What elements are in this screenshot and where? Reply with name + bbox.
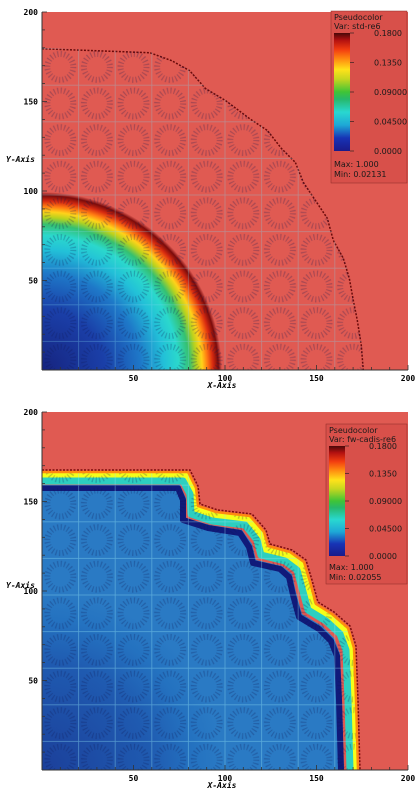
x-tick-label: 150 <box>309 374 324 383</box>
x-tick-label: 100 <box>218 774 233 783</box>
y-tick-label: 150 <box>24 98 39 107</box>
boundary-dark-edge <box>42 469 361 770</box>
legend-tick-label: 0.1350 <box>374 59 402 68</box>
outside-core <box>42 12 408 370</box>
legend-tick-label: 0.09000 <box>374 88 407 97</box>
x-tick-label: 150 <box>309 774 324 783</box>
x-tick-label: 50 <box>129 374 139 383</box>
legend-tick-label: 0.1800 <box>374 29 402 38</box>
legend-tick-label: 0.04500 <box>374 118 407 127</box>
outside-core <box>42 412 408 770</box>
legend-tick-label: 0.04500 <box>369 525 402 534</box>
legend-var: Var: fw-cadis-re6 <box>329 435 396 444</box>
x-axis-title-bottom: X-Axis <box>207 780 237 790</box>
colorbar <box>329 446 345 556</box>
x-tick-label: 200 <box>401 374 416 383</box>
legend-tick-label: 0.1350 <box>369 470 397 479</box>
legend-min: Min: 0.02131 <box>334 170 387 179</box>
legend-min: Min: 0.02055 <box>329 573 382 582</box>
x-tick-label: 200 <box>401 774 416 783</box>
boundary-hot-edge <box>42 470 360 770</box>
legend-bottom: Pseudocolor Var: fw-cadis-re6 0.1800 0.13… <box>325 423 408 585</box>
y-tick-label: 100 <box>24 587 39 596</box>
y-tick-label: 100 <box>24 187 39 196</box>
y-tick-label: 150 <box>24 498 39 507</box>
legend-tick-label: 0.0000 <box>374 147 402 156</box>
y-tick-label: 50 <box>28 677 38 686</box>
legend-var: Var: std-re6 <box>334 22 381 31</box>
legend-tick-label: 0.09000 <box>369 497 402 506</box>
y-tick-label: 200 <box>24 408 39 417</box>
colorbar <box>334 33 350 151</box>
axes-top: 50 100 150 200 50 100 150 200 X-Axis Y-Axis <box>6 8 415 390</box>
axes-bottom: 50 100 150 200 50 100 150 200 X-Axis Y-Axis <box>6 408 415 790</box>
y-tick-label: 50 <box>28 277 38 286</box>
x-axis-title-top: X-Axis <box>207 380 237 390</box>
legend-tick-label: 0.1800 <box>369 442 397 451</box>
legend-title: Pseudocolor <box>329 426 378 435</box>
x-tick-label: 50 <box>129 774 139 783</box>
y-axis-title-bottom: Y-Axis <box>6 580 35 590</box>
x-tick-label: 100 <box>218 374 233 383</box>
legend-top: Pseudocolor Var: std-re6 0.1800 0.1350 0.0… <box>330 10 408 184</box>
y-tick-label: 200 <box>24 8 39 17</box>
legend-max: Max: 1.000 <box>334 160 379 169</box>
legend-max: Max: 1.000 <box>329 563 374 572</box>
legend-tick-label: 0.0000 <box>369 552 397 561</box>
y-axis-title-top: Y-Axis <box>6 154 35 164</box>
legend-title: Pseudocolor <box>334 13 383 22</box>
